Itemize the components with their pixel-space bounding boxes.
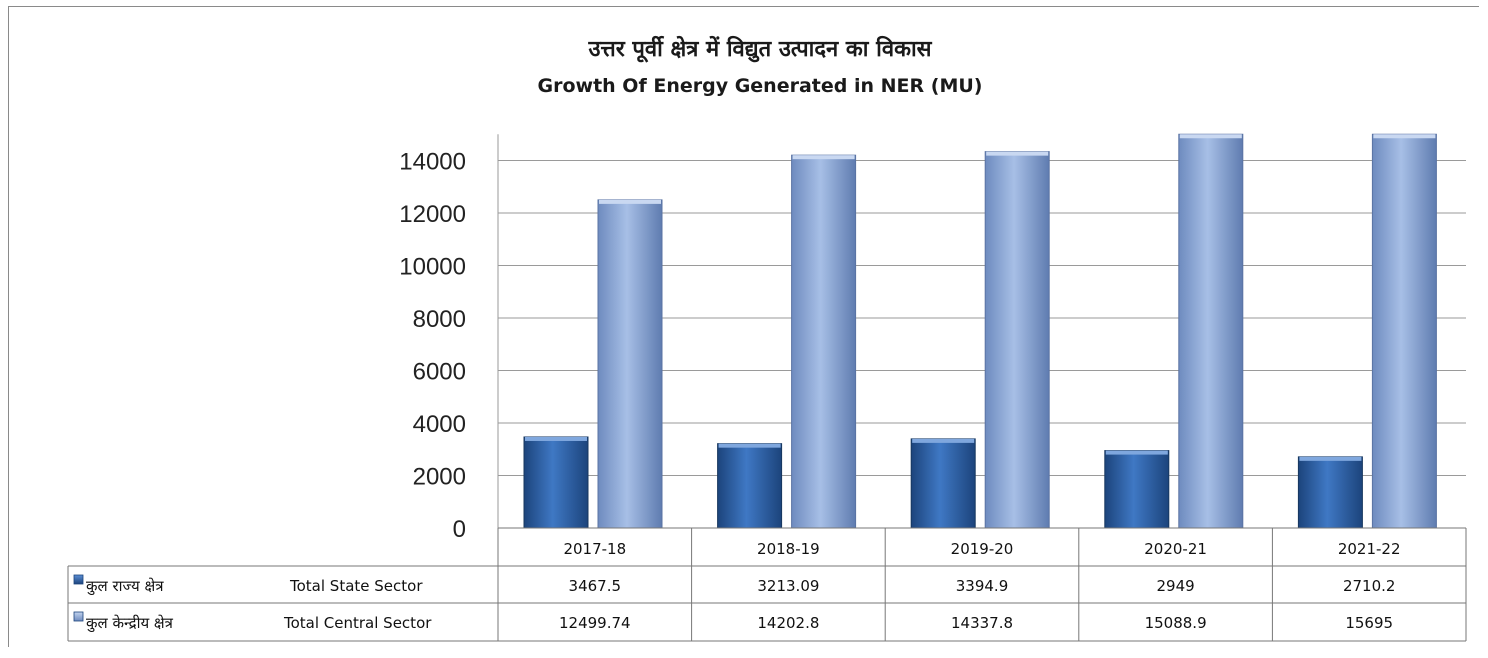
data-label: 14202.8 (757, 614, 819, 632)
legend-swatch (73, 611, 84, 622)
x-tick-label: 2020-21 (1144, 540, 1207, 558)
bar (1104, 450, 1170, 529)
bar (597, 199, 663, 529)
y-tick-label: 2000 (413, 464, 466, 491)
data-label: 12499.74 (559, 614, 631, 632)
bar-top-highlight (912, 438, 975, 443)
y-tick-label: 14000 (399, 149, 466, 176)
data-table: 2017-18 2018-19 2019-20 2020-21 2021-22 कुल र… (67, 527, 1467, 642)
data-label: 2949 (1157, 577, 1195, 595)
y-tick-label: 4000 (413, 411, 466, 438)
bar-top-highlight (599, 199, 661, 204)
y-tick-label: 0 (453, 516, 466, 543)
legend-label-en: Total Central Sector (283, 614, 432, 632)
bar (717, 443, 783, 529)
data-label: 2710.2 (1343, 577, 1396, 595)
data-label: 15088.9 (1145, 614, 1207, 632)
bar (1371, 133, 1437, 529)
bar-top-highlight (1373, 134, 1436, 139)
legend-swatch (73, 574, 84, 585)
legend-label: कुल केन्द्रीय क्षेत्र (86, 614, 174, 633)
bar (523, 436, 589, 529)
bar (984, 151, 1050, 529)
bars (523, 133, 1437, 529)
x-tick-label: 2018-19 (757, 540, 820, 558)
gridlines (498, 160, 1466, 476)
y-tick-label: 10000 (399, 254, 466, 281)
chart-subtitle: Growth Of Energy Generated in NER (MU) (538, 75, 983, 97)
x-tick-label: 2019-20 (951, 540, 1014, 558)
bar-top-highlight (986, 151, 1049, 156)
y-tick-label: 12000 (399, 201, 466, 228)
y-tick-label: 6000 (413, 359, 466, 386)
bar (1178, 133, 1244, 529)
chart-frame (8, 6, 1479, 647)
bar-top-highlight (1299, 456, 1362, 461)
data-label: 14337.8 (951, 614, 1013, 632)
bar-top-highlight (718, 443, 781, 448)
x-tick-label: 2017-18 (563, 540, 626, 558)
bar (791, 154, 857, 529)
bar (1297, 456, 1363, 529)
legend-label: कुल राज्य क्षेत्र (86, 577, 164, 596)
legend-label-en: Total State Sector (289, 577, 423, 595)
bar-top-highlight (525, 436, 587, 441)
data-label: 15695 (1345, 614, 1393, 632)
data-label: 3394.9 (956, 577, 1009, 595)
bar-top-highlight (1179, 134, 1242, 139)
chart-title: उत्तर पूर्वी क्षेत्र में विद्युत उत्पादन… (587, 35, 932, 63)
bar-top-highlight (792, 155, 855, 160)
bar (910, 438, 976, 529)
y-tick-label: 8000 (413, 306, 466, 333)
x-tick-label: 2021-22 (1338, 540, 1401, 558)
bar-top-highlight (1105, 450, 1168, 455)
data-label: 3467.5 (569, 577, 622, 595)
data-label: 3213.09 (757, 577, 819, 595)
y-axis: 0 2000 4000 6000 8000 10000 12000 14000 (399, 134, 499, 543)
